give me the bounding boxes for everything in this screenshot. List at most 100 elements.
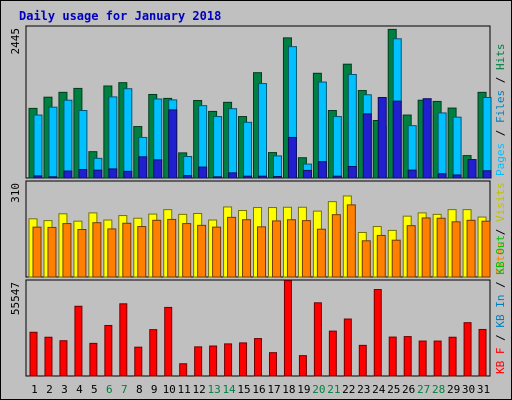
bar (228, 172, 238, 179)
x-tick-label: 7 (121, 383, 128, 396)
series-pages (33, 96, 492, 179)
legend-entry: KB In (494, 295, 507, 328)
legend-entry: / (494, 275, 507, 295)
bar (213, 116, 223, 179)
bar (452, 116, 462, 179)
bar (243, 175, 253, 179)
x-tick-label: 26 (402, 383, 415, 396)
right-label-top: Pages / Files / Hits (494, 44, 507, 177)
x-tick-label: 14 (222, 383, 236, 396)
bar (373, 289, 382, 377)
bar (482, 170, 492, 179)
bar (437, 112, 447, 179)
bar (258, 83, 268, 179)
x-tick-label: 6 (106, 383, 113, 396)
series-sites (32, 204, 491, 278)
x-tick-label: 25 (387, 383, 400, 396)
bar (152, 219, 162, 278)
bar (78, 110, 88, 179)
x-tick-label: 17 (267, 383, 280, 396)
bar (153, 159, 163, 179)
bar (137, 226, 147, 278)
bar (287, 136, 297, 179)
bar (183, 175, 193, 179)
bar (347, 73, 357, 179)
x-tick-label: 3 (61, 383, 68, 396)
bar (168, 109, 178, 179)
panel-max-label: 2445 (9, 28, 22, 55)
bar (346, 204, 356, 278)
x-tick-label: 10 (163, 383, 176, 396)
right-label-middle: Sites / Visits (494, 182, 507, 275)
x-tick-label: 8 (136, 383, 143, 396)
bar (407, 169, 417, 179)
x-tick-label: 28 (432, 383, 445, 396)
bar (228, 108, 238, 179)
bar (478, 328, 487, 377)
bar (194, 346, 203, 377)
bar (104, 324, 113, 377)
bar (391, 239, 401, 278)
bar (301, 220, 311, 278)
bar (272, 175, 282, 179)
bar (347, 165, 357, 179)
bar (448, 336, 457, 377)
bar (332, 175, 342, 179)
bar (451, 221, 461, 278)
bar (33, 175, 43, 179)
panel-max-label: 310 (9, 183, 22, 203)
legend-entry: KB F (494, 348, 507, 375)
bar (62, 223, 72, 278)
panel-max-label: 55547 (9, 282, 22, 315)
bar (343, 318, 352, 377)
x-tick-label: 30 (462, 383, 475, 396)
bar (254, 338, 263, 377)
bar (331, 214, 341, 278)
x-tick-label: 20 (312, 383, 325, 396)
bar (418, 340, 427, 377)
x-tick-label: 29 (447, 383, 460, 396)
bar (59, 340, 68, 377)
legend-entry: / (494, 123, 507, 143)
bar (108, 96, 118, 179)
bar (33, 114, 43, 179)
bar (47, 226, 57, 278)
legend-entry: Pages (494, 143, 507, 176)
legend-entry: / (494, 70, 507, 90)
bar (239, 342, 248, 377)
bar (197, 224, 207, 278)
bar (406, 225, 416, 278)
bar (89, 342, 98, 377)
panel-pages-files-hits: 2445 (9, 25, 492, 179)
bar (358, 344, 367, 377)
bar (182, 223, 192, 278)
panel-visits-sites: 310 (9, 180, 491, 278)
bar (463, 322, 472, 377)
x-tick-label: 15 (237, 383, 250, 396)
bar (138, 156, 148, 179)
bar (332, 116, 342, 179)
x-tick-label: 19 (297, 383, 310, 396)
bar (198, 166, 208, 179)
series-kb-f (29, 280, 487, 377)
bar (164, 306, 173, 377)
bar (271, 220, 281, 278)
x-tick-label: 11 (178, 383, 191, 396)
bar (283, 280, 292, 377)
bar (242, 219, 252, 278)
x-tick-label: 13 (207, 383, 220, 396)
bar (361, 240, 371, 278)
bar (243, 121, 253, 179)
x-tick-label: 16 (252, 383, 265, 396)
chart-panels: 2445 310 55547 (9, 25, 492, 377)
legend-entry: / (494, 222, 507, 242)
bar (149, 329, 158, 377)
bar (436, 217, 446, 278)
legend-entry: Sites (494, 242, 507, 275)
bar (258, 175, 268, 179)
bar (78, 169, 88, 179)
legend-entry: Hits (494, 44, 507, 71)
bar (268, 352, 277, 377)
bar (433, 340, 442, 377)
